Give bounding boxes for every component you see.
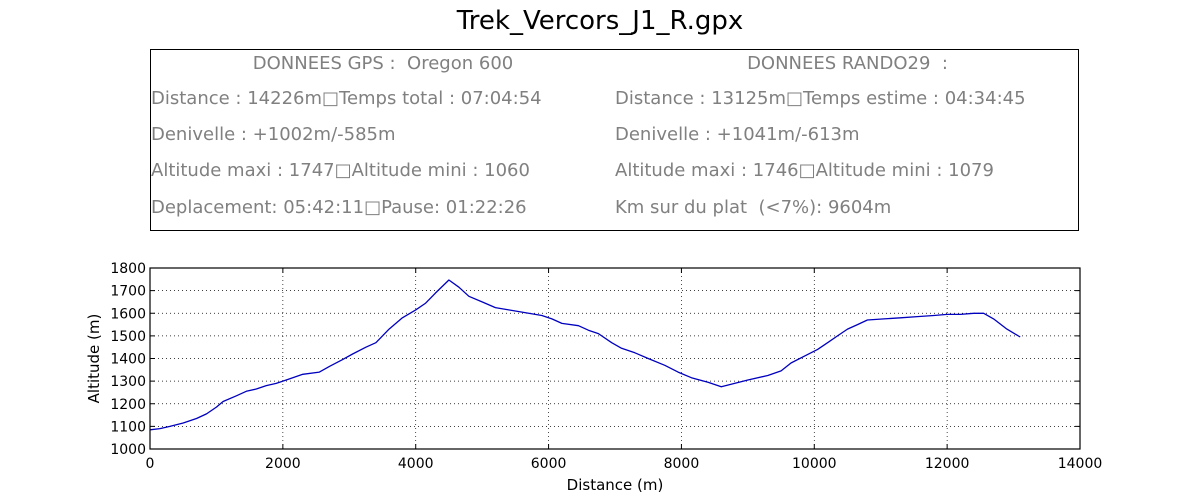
series-layer bbox=[149, 279, 1021, 431]
x-tick-label: 8000 bbox=[664, 456, 700, 472]
y-tick-label: 1600 bbox=[110, 306, 146, 322]
rando-denivelle-line: Denivelle : +1041m/-613m bbox=[615, 124, 860, 145]
info-box: DONNEES GPS : Oregon 600 Distance : 1422… bbox=[150, 49, 1079, 231]
x-tick-label: 14000 bbox=[1058, 456, 1103, 472]
grid-lines bbox=[150, 268, 1080, 449]
page-title: Trek_Vercors_J1_R.gpx bbox=[456, 6, 744, 36]
y-tick-label: 1400 bbox=[110, 352, 146, 368]
gps-data-column: DONNEES GPS : Oregon 600 Distance : 1422… bbox=[151, 50, 615, 230]
y-tick-label: 1000 bbox=[110, 442, 146, 458]
y-tick-label: 1800 bbox=[110, 261, 146, 277]
x-tick-label: 0 bbox=[146, 456, 155, 472]
x-tick-label: 6000 bbox=[531, 456, 567, 472]
y-tick-label: 1700 bbox=[110, 284, 146, 300]
x-tick-label: 12000 bbox=[925, 456, 970, 472]
rando-header: DONNEES RANDO29 : bbox=[747, 53, 948, 74]
altitude-series-line bbox=[149, 279, 1021, 431]
rando-altitude-line: Altitude maxi : 1746□Altitude mini : 107… bbox=[615, 160, 994, 181]
y-tick-label: 1300 bbox=[110, 374, 146, 390]
gps-denivelle-line: Denivelle : +1002m/-585m bbox=[151, 124, 396, 145]
y-tick-label: 1500 bbox=[110, 329, 146, 345]
gps-deplacement-line: Deplacement: 05:42:11□Pause: 01:22:26 bbox=[151, 197, 527, 218]
gps-header: DONNEES GPS : Oregon 600 bbox=[252, 53, 514, 74]
rando-plat-line: Km sur du plat (<7%): 9604m bbox=[615, 197, 892, 218]
x-tick-label: 2000 bbox=[265, 456, 301, 472]
y-tick-label: 1200 bbox=[110, 397, 146, 413]
y-tick-label: 1100 bbox=[110, 419, 146, 435]
gps-altitude-line: Altitude maxi : 1747□Altitude mini : 106… bbox=[151, 160, 530, 181]
x-tick-label: 4000 bbox=[398, 456, 434, 472]
gps-distance-line: Distance : 14226m□Temps total : 07:04:54 bbox=[151, 88, 542, 109]
rando-distance-line: Distance : 13125m□Temps estime : 04:34:4… bbox=[615, 88, 1026, 109]
x-tick-label: 10000 bbox=[792, 456, 837, 472]
ticks: 0 2000 4000 6000 8000 10000 12000 14000 1000 1100… bbox=[110, 261, 1102, 472]
rando-data-column: DONNEES RANDO29 : Distance : 13125m□Temp… bbox=[615, 50, 1080, 230]
x-axis-label: Distance (m) bbox=[567, 476, 664, 494]
y-axis-label: Altitude (m) bbox=[85, 314, 103, 404]
